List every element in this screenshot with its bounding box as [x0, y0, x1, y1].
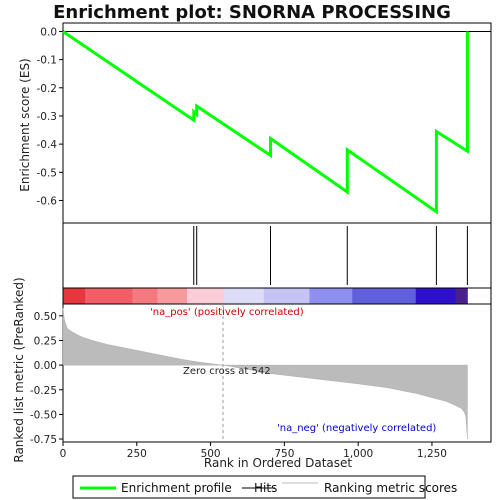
legend: Enrichment profile Hits Ranking metric s… [72, 475, 457, 499]
colorbar-segment [352, 288, 417, 304]
colorbar-segment [85, 288, 133, 304]
colorbar-segment [186, 288, 225, 304]
metric-y-tick-label: -0.50 [30, 409, 57, 421]
metric-panel: 0.50 0.25 0.00 -0.25 -0.50 -0.750 250 500 750 1,0… [30, 303, 492, 460]
metric-y-axis-title: Ranked list metric (PreRanked) [12, 277, 26, 462]
chart-title: Enrichment plot: SNORNA PROCESSING [53, 2, 451, 23]
x-tick-label: 500 [201, 448, 221, 460]
es-y-tick-label: -0.1 [37, 55, 58, 67]
neg-correlated-annotation: 'na_neg' (negatively correlated) [277, 423, 436, 434]
colorbar [62, 287, 492, 305]
es-y-tick-label: -0.5 [37, 167, 58, 179]
metric-y-tick-label: -0.25 [30, 385, 57, 397]
legend-metric-label: Ranking metric scores [324, 481, 457, 495]
colorbar-segment [132, 288, 158, 304]
pos-correlated-annotation: 'na_pos' (positively correlated) [150, 307, 304, 318]
x-tick-label: 750 [274, 448, 294, 460]
legend-box [72, 475, 426, 499]
colorbar-segment [63, 288, 86, 304]
colorbar-segment [263, 288, 310, 304]
es-y-tick-label: -0.4 [37, 139, 58, 151]
es-panel: 0.0 -0.1 -0.2 -0.3 -0.4 -0.5 -0.6 [37, 22, 492, 224]
metric-y-tick-label: 0.50 [34, 311, 57, 323]
colorbar-segment [309, 288, 353, 304]
es-y-tick-label: -0.3 [37, 111, 58, 123]
es-y-tick-label: -0.6 [37, 195, 58, 207]
colorbar-segment [223, 288, 265, 304]
metric-y-tick-label: -0.75 [30, 434, 57, 446]
es-y-axis-title: Enrichment score (ES) [18, 58, 32, 191]
es-y-tick-label: -0.2 [37, 83, 58, 95]
enrichment-profile-line [62, 30, 469, 215]
es-plot-frame [62, 22, 492, 224]
hits-panel [62, 222, 492, 289]
hits-frame [62, 222, 492, 289]
x-tick-label: 250 [127, 448, 147, 460]
es-y-tick-label: 0.0 [40, 26, 57, 38]
metric-y-tick-label: 0.00 [34, 360, 57, 372]
x-axis-title: Rank in Ordered Dataset [204, 456, 352, 470]
x-tick-label: 0 [60, 448, 67, 460]
zero-cross-annotation: Zero cross at 542 [183, 366, 271, 377]
ranking-metric-area [62, 307, 468, 440]
colorbar-segment [415, 288, 456, 304]
colorbar-segment [455, 288, 468, 304]
colorbar-segment [157, 288, 188, 304]
metric-y-tick-label: 0.25 [34, 335, 57, 347]
x-tick-label: 1,250 [417, 448, 447, 460]
x-tick-label: 1,000 [343, 448, 373, 460]
legend-hits-label: Hits [254, 481, 277, 495]
legend-enrichment-label: Enrichment profile [121, 481, 232, 495]
